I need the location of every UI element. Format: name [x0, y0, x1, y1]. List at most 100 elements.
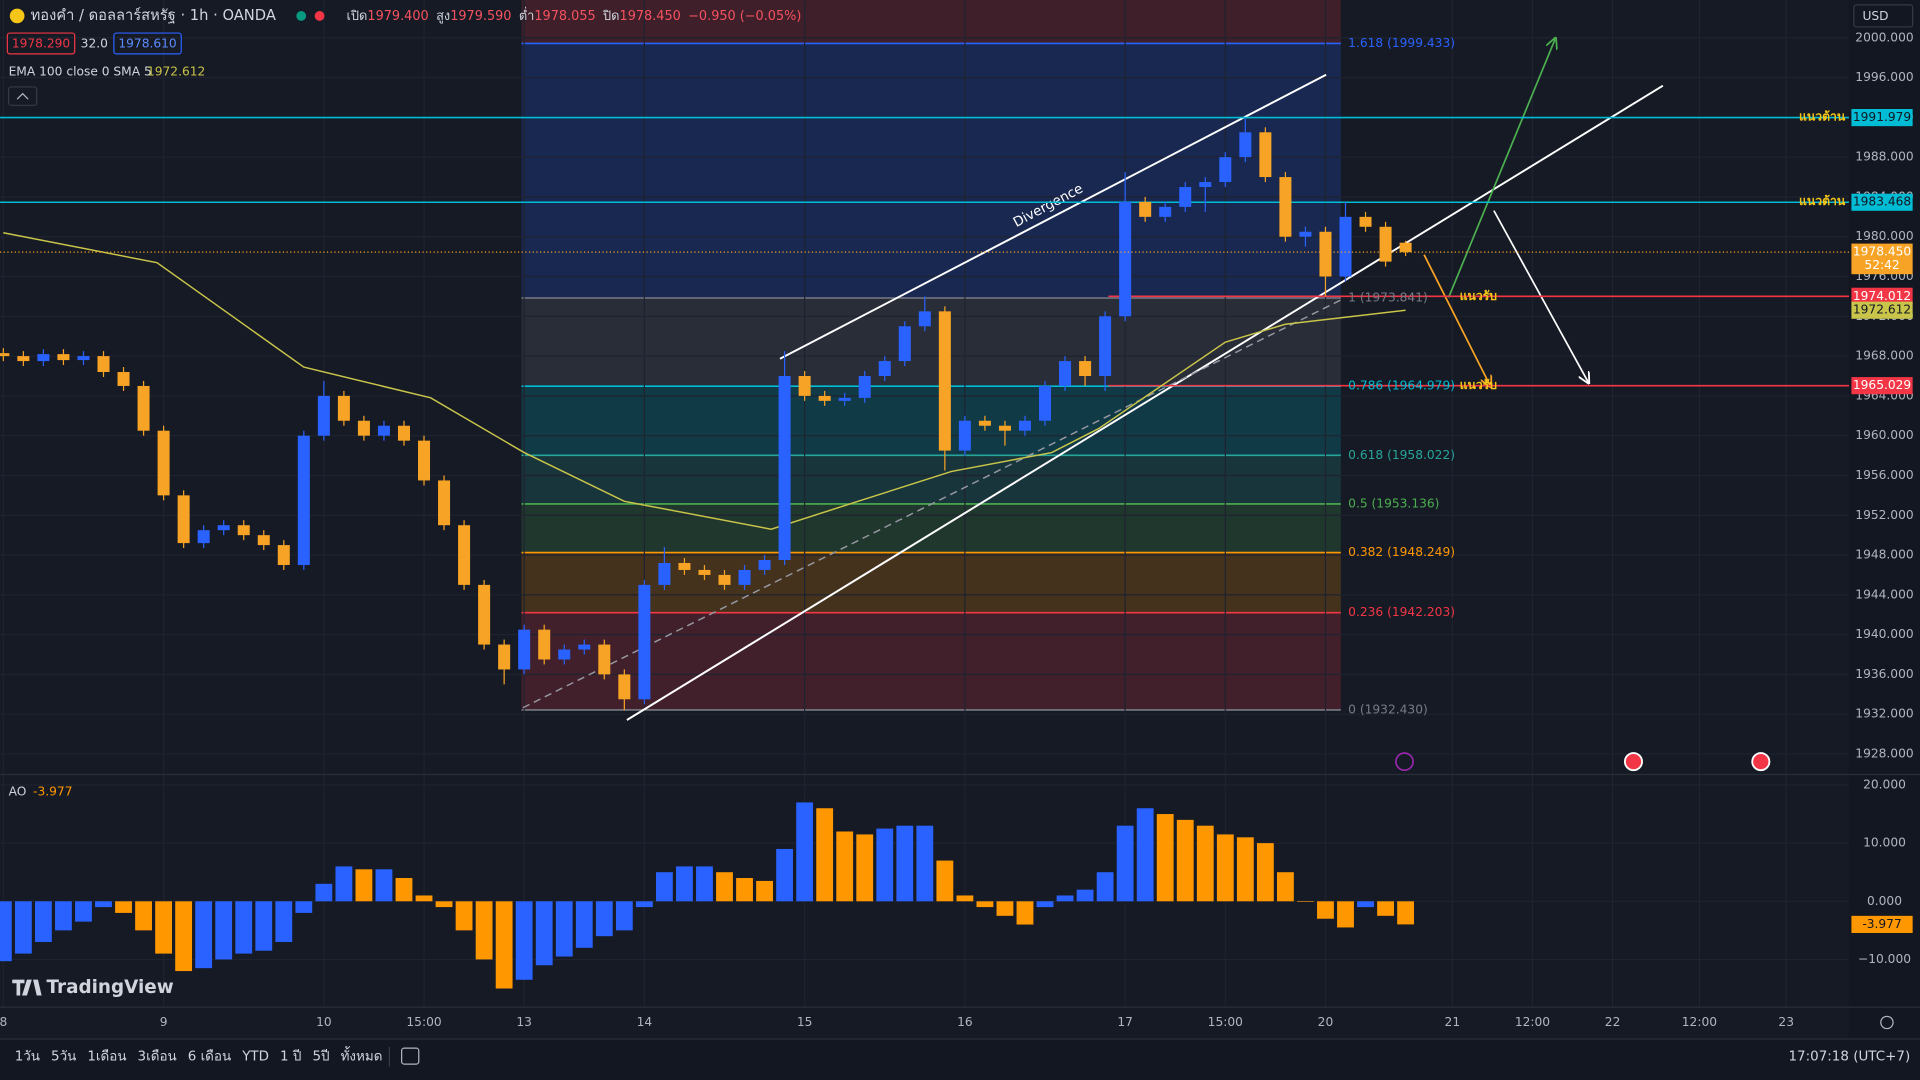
- level-label: แนวต้าน: [1799, 194, 1846, 208]
- y-tick-label: 20.000: [1863, 777, 1906, 791]
- x-tick-label: 12:00: [1682, 1015, 1717, 1029]
- candle-body: [838, 397, 851, 401]
- fib-label: 0.5 (1953.136): [1348, 496, 1439, 510]
- y-tick-label: 2000.000: [1855, 30, 1913, 44]
- bid-box[interactable]: [6, 32, 76, 55]
- candle-body: [738, 569, 751, 585]
- arrow-pullback: [1423, 254, 1490, 386]
- candle-body: [1239, 132, 1252, 158]
- ao-bar: [655, 872, 673, 902]
- range-button[interactable]: 5วัน: [51, 1050, 76, 1065]
- collapse-button[interactable]: [7, 86, 38, 106]
- level-tag: [1851, 193, 1913, 211]
- ask: 1978.610: [118, 37, 176, 51]
- ema-tag-label: 1972.612: [1853, 303, 1911, 317]
- status-dot: [314, 11, 325, 21]
- ao-bar: [1176, 819, 1194, 902]
- ao-bar: [295, 901, 313, 913]
- ao-bar: [1096, 872, 1114, 902]
- ao-bar: [435, 901, 453, 908]
- fib-zone: [521, 298, 1341, 387]
- candle-body: [858, 375, 871, 398]
- range-button[interactable]: 3เดือน: [138, 1049, 177, 1065]
- candle-body: [1319, 231, 1332, 277]
- range-button[interactable]: 1เดือน: [87, 1049, 126, 1065]
- ao-bar: [315, 883, 333, 902]
- ao-bar: [1317, 901, 1334, 919]
- ao-bar: [595, 901, 613, 937]
- level-tag-label: 1974.012: [1853, 289, 1911, 303]
- ao-bar: [1256, 843, 1274, 902]
- range-button[interactable]: 1วัน: [15, 1050, 40, 1065]
- candle-body: [1359, 216, 1372, 227]
- fib-zone: [521, 455, 1341, 504]
- level-tag-label: 1983.468: [1853, 195, 1911, 209]
- x-tick-label: 22: [1605, 1015, 1621, 1029]
- currency-box[interactable]: [1853, 4, 1914, 28]
- ao-bar: [355, 869, 373, 902]
- y-tick-label: 1936.000: [1855, 667, 1913, 681]
- ao-bar: [676, 866, 693, 902]
- level-label: แนวรับ: [1460, 289, 1498, 303]
- candle-body: [678, 563, 691, 570]
- ohlc-value: 1978.450: [620, 8, 681, 23]
- ao-bar: [836, 831, 854, 902]
- symbol[interactable]: ทองคำ / ดอลลาร์สหรัฐ · 1h · OANDA: [31, 7, 276, 24]
- candle-body: [1339, 216, 1352, 277]
- x-tick-label: 20: [1318, 1015, 1334, 1029]
- candle-body: [898, 326, 911, 362]
- event-icon[interactable]: [1395, 752, 1414, 771]
- candle-body: [598, 644, 611, 675]
- fib-zone: [521, 43, 1341, 299]
- fib-zone: [521, 386, 1341, 456]
- ao-bar: [275, 901, 293, 942]
- ao-bar: [1056, 895, 1074, 902]
- ao-title[interactable]: AO: [9, 785, 27, 799]
- event-icon[interactable]: [1751, 752, 1771, 772]
- ao-bar: [1276, 872, 1294, 902]
- candle-body: [518, 629, 531, 670]
- ohlc-label: ต่ำ: [519, 6, 535, 23]
- candle-body: [698, 569, 711, 575]
- ao-bar: [195, 901, 213, 969]
- ao-bar: [335, 866, 353, 902]
- ao-bar: [1297, 901, 1314, 902]
- fib-label: 0 (1932.430): [1348, 702, 1428, 716]
- candle-body: [978, 420, 991, 426]
- x-tick-label: 13: [516, 1015, 532, 1029]
- ohlc-label: ปิด: [602, 8, 620, 23]
- x-tick-label: 23: [1778, 1015, 1794, 1029]
- ask-box[interactable]: [113, 32, 182, 55]
- ema-legend[interactable]: EMA 100 close 0 SMA 5: [9, 65, 152, 79]
- ao-bar: [215, 901, 233, 960]
- candle-body: [317, 395, 330, 436]
- ema-line: [3, 232, 1406, 530]
- range-button[interactable]: ทั้งหมด: [341, 1046, 383, 1065]
- ao-bar: [155, 901, 173, 954]
- candle-body: [377, 425, 390, 436]
- candle-body: [37, 354, 50, 362]
- candle-body: [538, 629, 551, 660]
- range-button[interactable]: 6 เดือน: [188, 1049, 231, 1065]
- candle-body: [1279, 177, 1292, 237]
- ao-bar: [495, 901, 513, 989]
- y-tick-label: 1940.000: [1855, 627, 1913, 641]
- range-button[interactable]: YTD: [241, 1050, 269, 1065]
- y-tick-label: 1952.000: [1855, 508, 1913, 522]
- candle-body: [758, 560, 771, 570]
- range-button[interactable]: 1 ปี: [280, 1049, 301, 1065]
- settings-icon[interactable]: [1880, 1015, 1894, 1030]
- ao-bar: [575, 901, 593, 948]
- range-button[interactable]: 5ปี: [312, 1049, 329, 1065]
- fib-zone: [521, 503, 1341, 553]
- ao-tag: [1851, 915, 1913, 933]
- ao-bar: [956, 895, 974, 902]
- candle-body: [498, 644, 511, 670]
- ao-bar: [255, 901, 273, 951]
- x-tick-label: 15:00: [1208, 1015, 1243, 1029]
- event-icon[interactable]: [1623, 752, 1643, 772]
- marks: [0, 116, 1849, 989]
- ao-bar: [876, 828, 894, 902]
- fib-label: 0.236 (1942.203): [1348, 605, 1455, 619]
- calendar-icon[interactable]: [401, 1047, 420, 1065]
